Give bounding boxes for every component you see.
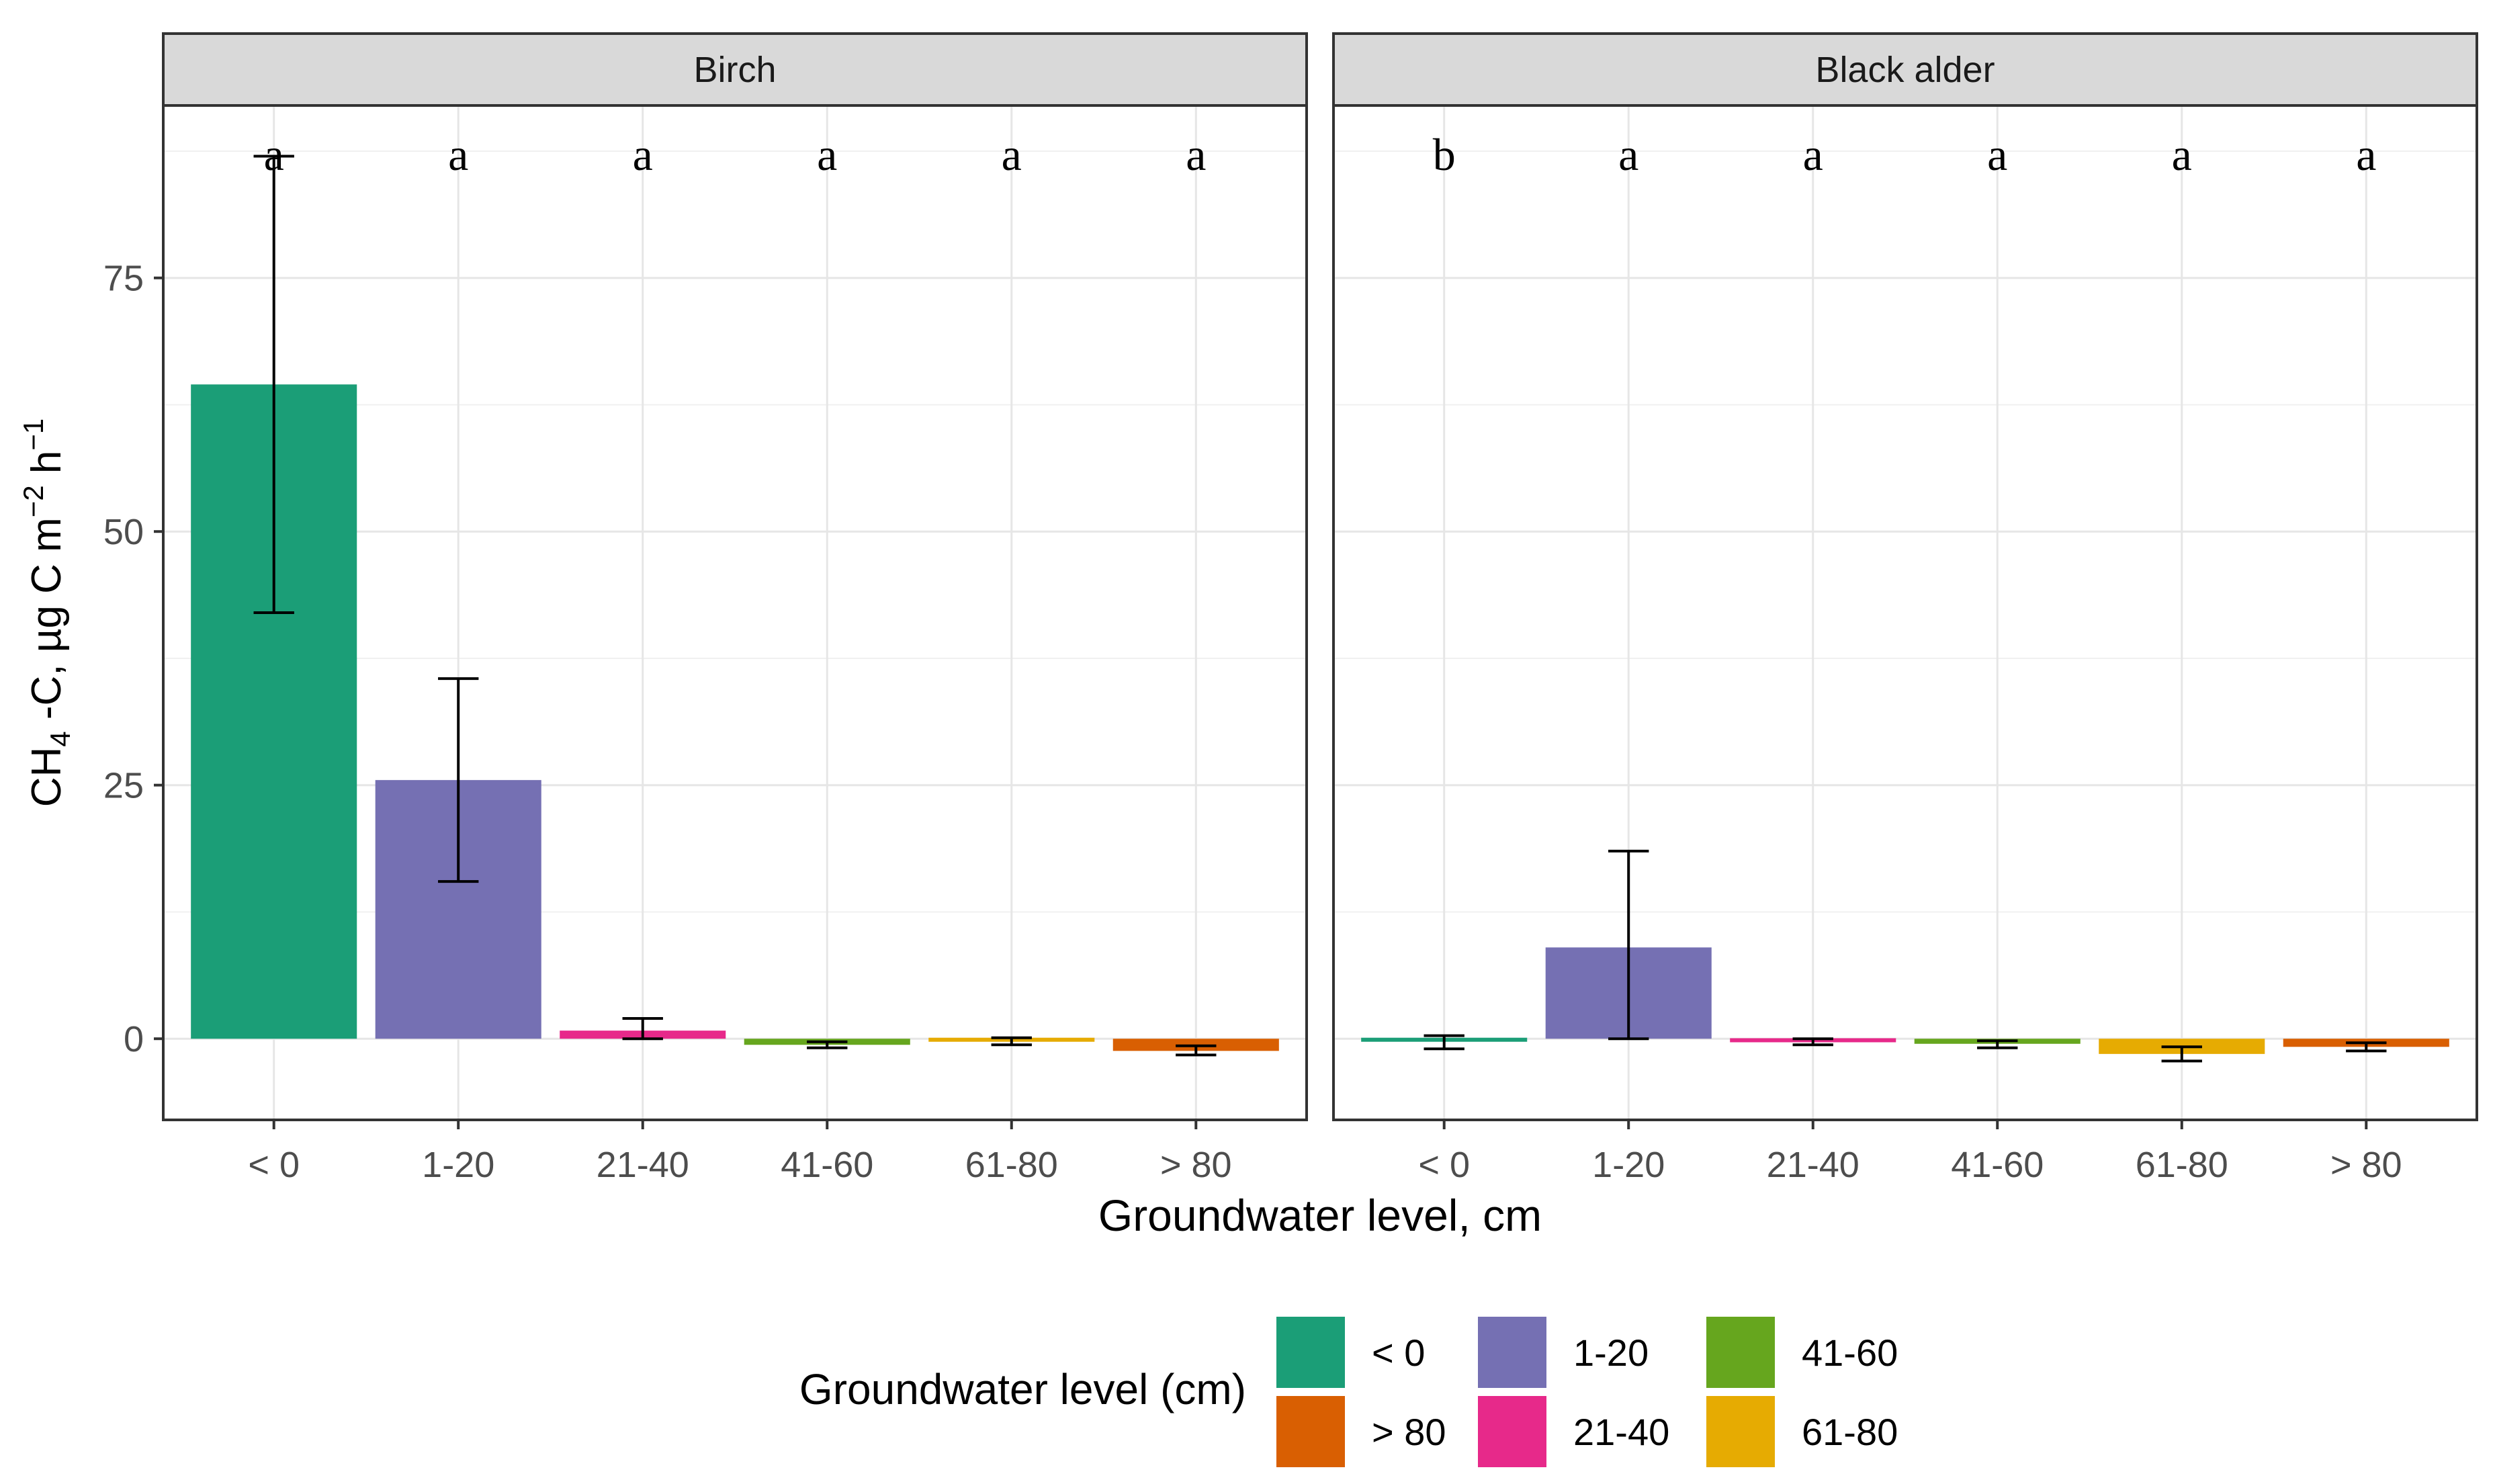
legend-title: Groundwater level (cm) [799,1365,1246,1413]
y-tick-label: 50 [103,512,144,552]
y-tick-label: 25 [103,766,144,806]
facet-birch-error-bars [253,155,1217,1057]
x-tick-label: 41-60 [1951,1145,2044,1185]
facet-black-alder-title: Black alder [1815,50,1995,90]
facet-birch-border [162,104,1308,1121]
x-tick-label: 21-40 [597,1145,689,1185]
legend-swatch [1478,1396,1546,1467]
legend-swatch [1478,1317,1546,1388]
legend-label: 61-80 [1802,1411,1898,1453]
legend-label: > 80 [1372,1411,1446,1453]
x-tick-label: 41-60 [781,1145,873,1185]
y-axis-label-middle: -C, µg C m [24,517,70,731]
facet-black-alder-error-bars [1424,849,2387,1063]
legend-swatch [1276,1396,1345,1467]
x-tick-label: 61-80 [2136,1145,2228,1185]
facet-black-alder-panel [1333,105,2477,1120]
legend-swatch [1276,1317,1345,1388]
y-tick-label: 0 [124,1019,144,1059]
legend: Groundwater level (cm) < 0 1-20 41-60 > 80 2… [799,1317,1898,1467]
significance-letter: a [1987,129,2007,180]
x-tick-label: < 0 [1418,1145,1470,1185]
x-tick-label: 61-80 [965,1145,1058,1185]
facet-birch-bars [191,384,1279,1051]
y-axis-label-subscript: 4 [44,731,76,746]
significance-letter: b [1433,129,1456,180]
y-axis-label-middle-2: h [24,451,70,486]
significance-letter: a [1803,129,1823,180]
facet-black-alder-border [1332,104,2478,1121]
facet-birch-title: Birch [693,50,776,90]
x-tick-label: 1-20 [422,1145,494,1185]
y-tick-label: 75 [103,259,144,299]
x-axis-label: Groundwater level, cm [1098,1190,1542,1240]
significance-letter: a [1186,129,1206,180]
legend-items: < 0 1-20 41-60 > 80 21-40 61-80 [1276,1317,1898,1467]
significance-letter: a [633,129,653,180]
significance-letter: a [1618,129,1638,180]
legend-label: 21-40 [1573,1411,1669,1453]
y-axis-label: CH4 -C, µg C m−2 h−1 [17,419,76,808]
y-axis: 0 25 50 75 [103,259,163,1059]
x-tick-label: 21-40 [1767,1145,1859,1185]
x-tick-label: > 80 [2330,1145,2402,1185]
facet-black-alder-grid [1333,105,2477,1120]
legend-swatch [1706,1396,1775,1467]
y-axis-label-superscript-2: −1 [17,419,49,451]
significance-letter: a [2172,129,2192,180]
legend-label: 1-20 [1573,1332,1649,1374]
significance-letter: a [2356,129,2376,180]
facet-birch-x-axis: < 0 1-20 21-40 41-60 61-80 > 80 [248,1120,1232,1185]
facet-black-alder-strip [1332,32,2478,107]
significance-letter: a [264,129,284,180]
facet-black-alder: Black alder b a a a a a < 0 1-20 21-40 41-60 61-8… [1332,32,2478,1185]
significance-letter: a [448,129,468,180]
x-tick-label: 1-20 [1592,1145,1665,1185]
x-tick-label: < 0 [248,1145,300,1185]
facet-birch-strip [162,32,1308,107]
significance-letter: a [1002,129,1022,180]
facet-black-alder-x-axis: < 0 1-20 21-40 41-60 61-80 > 80 [1418,1120,2402,1185]
legend-label: < 0 [1372,1332,1425,1374]
facet-birch: Birch a a a a a a < 0 1-20 21-40 41-60 61-80 > 80 [162,32,1308,1185]
x-tick-label: > 80 [1160,1145,1232,1185]
y-axis-label-main: CH [24,747,70,808]
significance-letter: a [817,129,837,180]
y-axis-label-superscript-1: −2 [17,485,49,517]
legend-swatch [1706,1317,1775,1388]
legend-label: 41-60 [1802,1332,1898,1374]
